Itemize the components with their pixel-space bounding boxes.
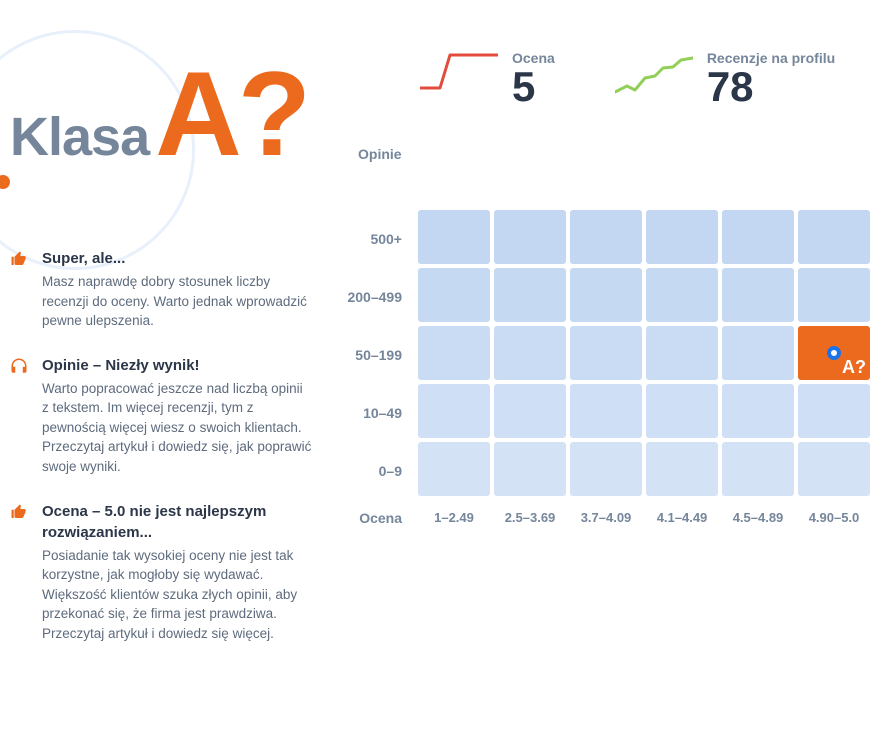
- thumb-up-icon: [10, 250, 28, 268]
- heatmap-cell: [646, 210, 718, 264]
- heatmap-col-label: 4.1–4.49: [646, 510, 718, 526]
- metric-reviews: Recenzje na profilu 78: [615, 50, 835, 108]
- heatmap-cell: [494, 442, 566, 496]
- heatmap-cell: [646, 442, 718, 496]
- opinie-label: Opinie: [358, 146, 402, 162]
- metric-reviews-value: 78: [707, 66, 835, 108]
- thumb-up-icon: [10, 503, 28, 521]
- tip-text: Masz naprawdę dobry stosunek liczby rece…: [42, 272, 312, 331]
- metrics-row: Ocena 5 Recenzje na profilu 78: [420, 50, 890, 108]
- grade-header: Klasa A? Opinie: [10, 60, 320, 168]
- heatmap-cell: [722, 326, 794, 380]
- tips-list: Super, ale... Masz naprawdę dobry stosun…: [10, 248, 320, 643]
- heatmap-row-label: 50–199: [355, 326, 402, 384]
- heatmap-cell: [798, 268, 870, 322]
- heatmap-cell: [722, 210, 794, 264]
- metric-score: Ocena 5: [420, 50, 555, 108]
- heatmap-cell: [418, 326, 490, 380]
- heatmap-col-labels: 1–2.492.5–3.693.7–4.094.1–4.494.5–4.894.…: [418, 510, 870, 526]
- sparkline-reviews: [615, 50, 693, 96]
- heatmap-row-label: 10–49: [363, 384, 402, 442]
- heatmap-cell: [494, 210, 566, 264]
- headphones-icon: [10, 357, 28, 375]
- tip-title: Opinie – Niezły wynik!: [42, 355, 312, 376]
- heatmap: 500+200–49950–19910–490–9 A? Ocena 1–2.4…: [330, 210, 890, 526]
- heatmap-row-label: 500+: [370, 210, 402, 268]
- tip-text: Posiadanie tak wysokiej oceny nie jest t…: [42, 546, 312, 644]
- heatmap-cell: [570, 384, 642, 438]
- heatmap-grid: A?: [418, 210, 870, 500]
- heatmap-col-label: 4.90–5.0: [798, 510, 870, 526]
- heatmap-cell: [798, 384, 870, 438]
- heatmap-col-label: 1–2.49: [418, 510, 490, 526]
- heatmap-cell: [646, 384, 718, 438]
- tip-text: Warto popracować jeszcze nad liczbą opin…: [42, 379, 312, 477]
- heatmap-row-label: 0–9: [379, 442, 402, 500]
- tip-item: Super, ale... Masz naprawdę dobry stosun…: [10, 248, 320, 331]
- heatmap-cell: [722, 442, 794, 496]
- heatmap-cell: [418, 210, 490, 264]
- heatmap-cell: [570, 326, 642, 380]
- heatmap-active-marker: [827, 346, 841, 360]
- heatmap-cell: [494, 384, 566, 438]
- heatmap-cell: [798, 442, 870, 496]
- heatmap-cell: [798, 210, 870, 264]
- heatmap-col-label: 3.7–4.09: [570, 510, 642, 526]
- heatmap-cell: [646, 268, 718, 322]
- heatmap-cell: [494, 326, 566, 380]
- grade-badge: A?: [155, 60, 307, 168]
- heatmap-row-label: 200–499: [347, 268, 402, 326]
- klasa-label: Klasa: [10, 106, 149, 168]
- heatmap-cell: [570, 442, 642, 496]
- heatmap-col-label: 2.5–3.69: [494, 510, 566, 526]
- heatmap-cell: [418, 268, 490, 322]
- heatmap-x-axis-title: Ocena: [330, 510, 418, 526]
- tip-item: Opinie – Niezły wynik! Warto popracować …: [10, 355, 320, 477]
- right-column: Ocena 5 Recenzje na profilu 78: [420, 50, 890, 168]
- heatmap-cell: [494, 268, 566, 322]
- heatmap-cell: [722, 384, 794, 438]
- heatmap-cell: [646, 326, 718, 380]
- heatmap-cell: [418, 384, 490, 438]
- left-column: Klasa A? Opinie Super, ale... Masz napra…: [10, 60, 320, 667]
- heatmap-cell: [722, 268, 794, 322]
- heatmap-cell: [570, 268, 642, 322]
- tip-title: Super, ale...: [42, 248, 312, 269]
- heatmap-col-label: 4.5–4.89: [722, 510, 794, 526]
- heatmap-active-label: A?: [842, 357, 866, 378]
- heatmap-cell: [418, 442, 490, 496]
- tip-title: Ocena – 5.0 nie jest najlepszym rozwiąza…: [42, 501, 312, 543]
- tip-item: Ocena – 5.0 nie jest najlepszym rozwiąza…: [10, 501, 320, 644]
- sparkline-score: [420, 50, 498, 96]
- metric-score-value: 5: [512, 66, 555, 108]
- heatmap-cell: A?: [798, 326, 870, 380]
- heatmap-row-labels: 500+200–49950–19910–490–9: [330, 210, 418, 500]
- heatmap-cell: [570, 210, 642, 264]
